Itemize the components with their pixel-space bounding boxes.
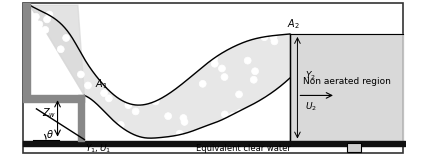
- Circle shape: [66, 116, 73, 123]
- Circle shape: [152, 98, 159, 105]
- Text: θ: θ: [47, 130, 53, 140]
- Circle shape: [42, 26, 49, 33]
- Circle shape: [119, 13, 126, 20]
- Circle shape: [106, 70, 112, 77]
- Circle shape: [104, 124, 111, 131]
- Circle shape: [84, 82, 92, 89]
- Circle shape: [264, 95, 271, 102]
- Circle shape: [87, 44, 94, 51]
- Circle shape: [221, 127, 228, 134]
- Circle shape: [236, 91, 242, 98]
- Circle shape: [32, 13, 39, 20]
- Circle shape: [176, 130, 183, 137]
- Bar: [347, 143, 361, 152]
- Circle shape: [43, 16, 51, 23]
- Polygon shape: [290, 34, 403, 142]
- Circle shape: [269, 104, 276, 111]
- Circle shape: [110, 128, 117, 135]
- Circle shape: [125, 102, 132, 109]
- Circle shape: [270, 34, 277, 41]
- Circle shape: [107, 122, 114, 129]
- Circle shape: [46, 11, 53, 18]
- Circle shape: [275, 105, 282, 112]
- Circle shape: [271, 38, 278, 45]
- Circle shape: [34, 122, 40, 129]
- Text: Non aerated region: Non aerated region: [303, 77, 391, 86]
- Circle shape: [63, 34, 69, 41]
- Circle shape: [187, 26, 193, 33]
- Circle shape: [105, 95, 112, 102]
- Circle shape: [229, 112, 236, 119]
- Text: Equivalent clear water: Equivalent clear water: [196, 144, 291, 153]
- Polygon shape: [30, 5, 84, 95]
- Circle shape: [256, 105, 262, 111]
- Circle shape: [98, 67, 105, 74]
- Circle shape: [121, 16, 128, 23]
- Circle shape: [49, 111, 56, 118]
- Text: $Y_1, U_1$: $Y_1, U_1$: [85, 143, 111, 155]
- Text: $U_2$: $U_2$: [305, 101, 317, 113]
- Circle shape: [73, 113, 80, 120]
- Circle shape: [158, 47, 164, 54]
- Circle shape: [104, 70, 111, 77]
- Circle shape: [252, 68, 259, 75]
- Circle shape: [40, 101, 47, 108]
- Circle shape: [178, 46, 185, 53]
- Circle shape: [178, 19, 184, 26]
- Circle shape: [181, 73, 187, 79]
- Circle shape: [250, 76, 257, 83]
- Circle shape: [211, 60, 218, 67]
- Circle shape: [39, 95, 46, 102]
- Circle shape: [196, 40, 203, 47]
- Text: $A_2$: $A_2$: [287, 18, 300, 31]
- Circle shape: [221, 74, 228, 80]
- Circle shape: [57, 46, 64, 53]
- Circle shape: [233, 27, 240, 34]
- Circle shape: [85, 126, 92, 133]
- Circle shape: [180, 115, 187, 122]
- Circle shape: [210, 55, 218, 62]
- Circle shape: [142, 37, 149, 44]
- Circle shape: [58, 73, 65, 80]
- Circle shape: [92, 52, 99, 59]
- Circle shape: [165, 113, 172, 120]
- Circle shape: [29, 33, 35, 40]
- Circle shape: [101, 90, 108, 97]
- Circle shape: [58, 93, 64, 100]
- Circle shape: [261, 34, 268, 41]
- Polygon shape: [30, 5, 290, 142]
- Circle shape: [236, 109, 243, 116]
- Circle shape: [222, 111, 228, 118]
- Circle shape: [130, 40, 137, 47]
- Circle shape: [117, 122, 124, 128]
- Circle shape: [78, 71, 84, 78]
- Circle shape: [205, 44, 212, 51]
- Circle shape: [256, 106, 262, 113]
- Circle shape: [36, 21, 43, 28]
- Circle shape: [199, 80, 206, 87]
- Text: $Z_w$: $Z_w$: [41, 106, 56, 120]
- Circle shape: [263, 23, 271, 30]
- Text: $A_1$: $A_1$: [95, 77, 108, 91]
- Circle shape: [158, 82, 166, 89]
- Circle shape: [230, 23, 237, 30]
- Circle shape: [100, 116, 107, 123]
- Circle shape: [106, 72, 113, 79]
- Circle shape: [99, 131, 106, 138]
- Circle shape: [219, 65, 225, 72]
- Circle shape: [132, 108, 139, 115]
- Circle shape: [29, 71, 36, 78]
- Circle shape: [63, 74, 71, 81]
- Circle shape: [136, 99, 143, 106]
- Circle shape: [35, 55, 42, 62]
- Circle shape: [244, 57, 251, 64]
- Text: $Y_2$: $Y_2$: [305, 70, 316, 82]
- Circle shape: [181, 118, 188, 125]
